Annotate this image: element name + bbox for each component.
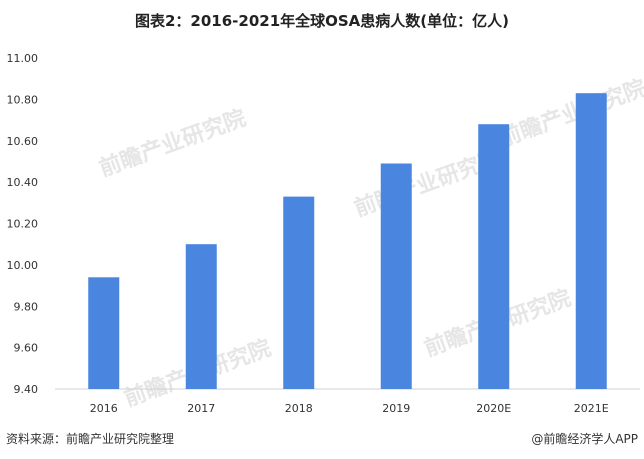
- y-tick-label: 9.40: [14, 383, 39, 396]
- x-tick-label: 2021E: [574, 402, 609, 415]
- bar-2018: [283, 196, 315, 389]
- watermark-text: 前瞻产业研究院: [96, 105, 250, 182]
- x-tick-label: 2017: [187, 402, 215, 415]
- brand-credit: @前瞻经济学人APP: [531, 432, 638, 446]
- y-tick-label: 11.00: [7, 52, 39, 65]
- y-tick-label: 9.60: [14, 342, 39, 355]
- bar-2016: [88, 277, 120, 389]
- y-tick-label: 10.60: [7, 135, 39, 148]
- y-tick-label: 9.80: [14, 300, 39, 313]
- bar-2017: [185, 244, 217, 389]
- bar-2021E: [575, 93, 607, 389]
- bar-2020E: [478, 124, 510, 389]
- x-tick-label: 2016: [90, 402, 118, 415]
- watermark-text: 前瞻产业研究院: [496, 75, 644, 152]
- x-tick-label: 2018: [285, 402, 313, 415]
- source-note: 资料来源：前瞻产业研究院整理: [6, 432, 175, 446]
- bar-2019: [380, 163, 412, 389]
- y-tick-label: 10.80: [7, 93, 39, 106]
- y-tick-label: 10.20: [7, 218, 39, 231]
- x-tick-label: 2019: [382, 402, 410, 415]
- chart-title: 图表2：2016-2021年全球OSA患病人数(单位：亿人): [134, 12, 510, 30]
- x-tick-label: 2020E: [476, 402, 511, 415]
- y-tick-label: 10.40: [7, 176, 39, 189]
- y-tick-label: 10.00: [7, 259, 39, 272]
